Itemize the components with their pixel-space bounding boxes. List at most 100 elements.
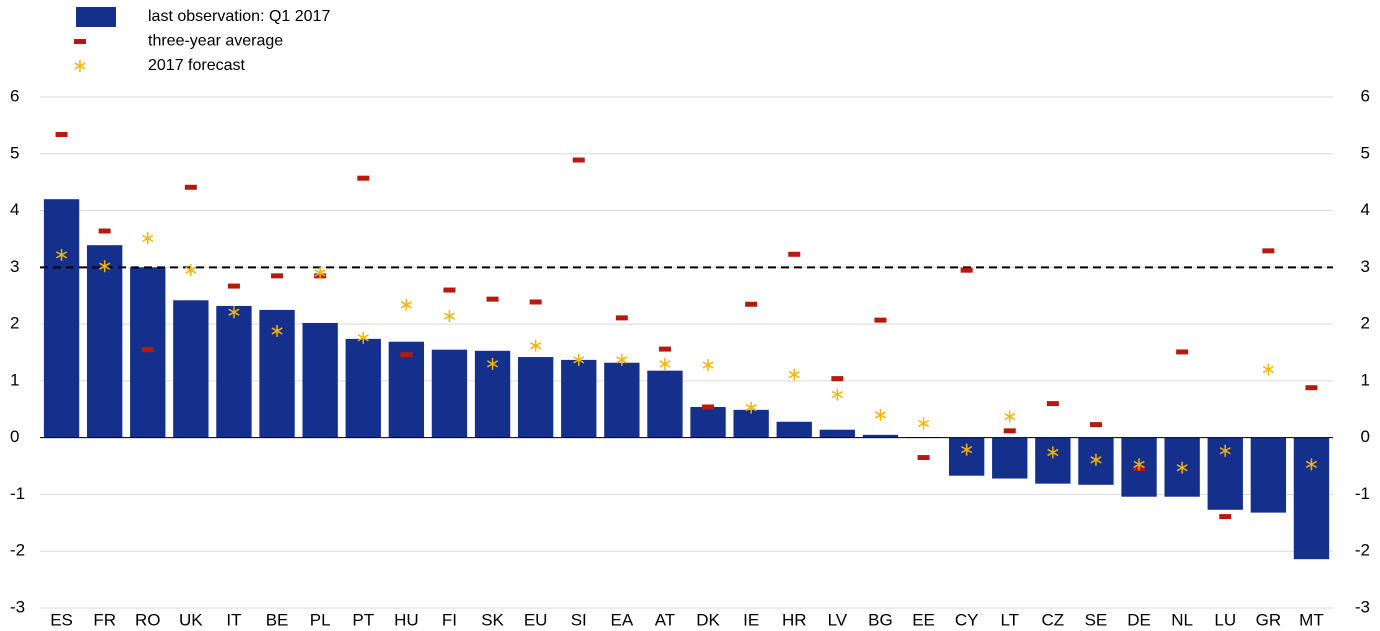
forecast-star <box>1133 458 1145 471</box>
x-tick-label: HR <box>782 610 807 629</box>
y2-tick-label: -2 <box>1355 541 1370 560</box>
bar <box>992 437 1028 479</box>
average-dash <box>227 283 240 289</box>
y-tick-label: -2 <box>10 541 25 560</box>
x-tick-label: EA <box>611 610 634 629</box>
x-tick-label: SI <box>571 610 587 629</box>
legend-label: 2017 forecast <box>148 57 246 74</box>
bar <box>561 359 597 438</box>
forecast-star <box>788 368 800 381</box>
average-dash <box>1046 401 1059 407</box>
x-tick-label: PT <box>352 610 374 629</box>
average-dash <box>572 157 585 163</box>
legend-swatch <box>74 60 86 72</box>
y2-tick-label: -3 <box>1355 597 1370 616</box>
x-tick-label: IE <box>743 610 759 629</box>
bar <box>1035 437 1071 484</box>
y2-tick-label: 3 <box>1361 257 1370 276</box>
y-tick-label: -1 <box>10 484 25 503</box>
average-dash <box>443 287 456 293</box>
forecast-star <box>400 298 412 311</box>
x-tick-label: DE <box>1127 610 1151 629</box>
bar <box>862 434 899 438</box>
average-dash <box>745 301 758 307</box>
average-dash <box>184 184 197 190</box>
legend-swatch <box>76 7 116 27</box>
average-dash <box>1003 428 1016 434</box>
x-tick-label: IT <box>226 610 241 629</box>
average-dash <box>1176 349 1189 355</box>
x-tick-label: ES <box>50 610 73 629</box>
x-tick-label: SE <box>1085 610 1108 629</box>
bar <box>517 357 554 438</box>
forecast-star <box>357 331 369 344</box>
legend-label: three-year average <box>148 33 283 50</box>
y2-tick-label: -1 <box>1355 484 1370 503</box>
bar <box>948 437 985 476</box>
y-tick-label: 6 <box>10 86 19 105</box>
forecast-star <box>1305 458 1318 471</box>
forecast-star <box>1004 410 1016 423</box>
average-dash <box>98 228 111 234</box>
bar <box>647 370 683 438</box>
forecast-star <box>55 248 68 261</box>
average-dash <box>1089 422 1102 428</box>
forecast-star <box>831 388 843 401</box>
y-tick-label: -3 <box>10 597 25 616</box>
average-dash <box>788 251 801 257</box>
average-dash <box>960 267 973 273</box>
forecast-star <box>142 232 154 245</box>
bar <box>86 245 123 438</box>
average-dash <box>658 346 671 352</box>
forecast-star <box>486 357 499 370</box>
forecast-star <box>530 339 542 352</box>
bar <box>388 341 425 438</box>
average-dash <box>55 131 68 137</box>
forecast-star <box>314 267 326 280</box>
forecast-star <box>99 260 111 273</box>
bar <box>302 322 338 438</box>
forecast-star <box>1219 444 1231 457</box>
y-tick-label: 1 <box>10 370 19 389</box>
x-tick-label: DK <box>696 610 720 629</box>
forecast-star <box>1262 363 1274 376</box>
bar <box>776 421 812 438</box>
x-tick-label: LV <box>828 610 848 629</box>
average-dash <box>702 404 715 410</box>
bar <box>604 362 640 438</box>
forecast-star <box>1047 446 1059 459</box>
x-tick-label: FR <box>93 610 116 629</box>
y-tick-label: 4 <box>10 200 19 219</box>
forecast-star <box>573 353 585 366</box>
x-tick-label: SK <box>481 610 504 629</box>
forecast-star <box>1176 461 1188 474</box>
bar <box>733 409 769 438</box>
forecast-star <box>659 357 671 370</box>
bar <box>216 305 252 438</box>
x-tick-label: RO <box>135 610 161 629</box>
x-tick-label: HU <box>394 610 419 629</box>
average-dash <box>615 315 628 321</box>
forecast-star <box>443 310 456 323</box>
bar <box>130 267 166 438</box>
y2-tick-label: 0 <box>1361 427 1370 446</box>
bar <box>173 300 209 438</box>
average-dash <box>400 352 413 358</box>
y2-tick-label: 6 <box>1361 86 1370 105</box>
y-tick-label: 0 <box>10 427 19 446</box>
y-tick-label: 2 <box>10 314 19 333</box>
x-tick-label: UK <box>179 610 203 629</box>
forecast-star <box>917 417 930 430</box>
x-tick-label: EE <box>912 610 935 629</box>
average-dash <box>1305 385 1318 391</box>
forecast-star <box>702 358 714 371</box>
x-tick-label: LU <box>1214 610 1236 629</box>
y-tick-label: 5 <box>10 143 19 162</box>
bar <box>1293 437 1330 560</box>
forecast-star <box>961 443 973 456</box>
legend-swatch <box>74 39 86 44</box>
x-tick-label: BE <box>266 610 289 629</box>
average-dash <box>486 296 499 302</box>
legend-label: last observation: Q1 2017 <box>148 8 330 25</box>
